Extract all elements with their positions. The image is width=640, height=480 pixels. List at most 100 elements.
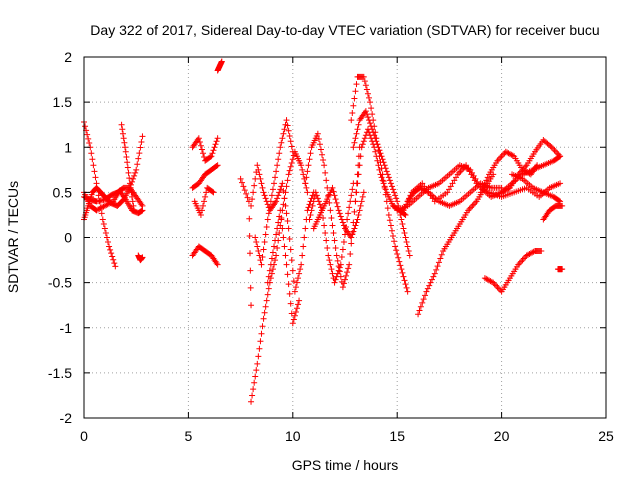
data-point: [82, 123, 89, 130]
data-point: [334, 257, 341, 264]
data-point: [246, 250, 253, 257]
data-point: [557, 153, 564, 160]
data-point: [328, 214, 335, 221]
data-point: [107, 246, 114, 253]
series-arc-ab: [481, 248, 545, 295]
data-point: [333, 252, 340, 259]
data-point: [367, 99, 374, 106]
data-point: [355, 121, 362, 128]
data-point: [346, 261, 353, 268]
data-point: [456, 169, 463, 176]
data-point: [427, 279, 434, 286]
data-point: [218, 58, 225, 65]
y-tick-label: -1.5: [48, 365, 72, 381]
data-point: [105, 239, 112, 246]
data-point: [336, 210, 343, 217]
x-axis-label: GPS time / hours: [292, 457, 399, 473]
data-point: [201, 154, 208, 161]
data-point: [322, 229, 329, 236]
data-point: [419, 299, 426, 306]
data-point: [122, 144, 129, 151]
data-point: [122, 148, 129, 155]
data-point: [363, 86, 370, 93]
data-point: [295, 275, 302, 282]
data-point: [317, 146, 324, 153]
data-point: [321, 162, 328, 169]
data-point: [453, 174, 460, 181]
data-point: [346, 204, 353, 211]
data-point: [516, 260, 523, 267]
data-point: [480, 183, 487, 190]
data-point: [385, 174, 392, 181]
data-point: [278, 139, 285, 146]
data-point: [103, 234, 110, 241]
data-point: [305, 204, 312, 211]
data-point: [284, 217, 291, 224]
data-point: [275, 219, 282, 226]
data-point: [518, 258, 525, 265]
data-point: [251, 182, 258, 189]
data-point: [327, 207, 334, 214]
data-point: [366, 129, 373, 136]
data-point: [286, 167, 293, 174]
data-point: [398, 266, 405, 273]
data-point: [259, 184, 266, 191]
data-point: [421, 183, 428, 190]
data-point: [139, 207, 146, 214]
data-point: [368, 105, 375, 112]
data-point: [356, 207, 363, 214]
data-point: [202, 193, 209, 200]
data-point: [399, 269, 406, 276]
data-point: [293, 279, 300, 286]
series-arc-k: [214, 58, 225, 74]
data-point: [402, 281, 409, 288]
data-point: [262, 303, 269, 310]
data-point: [200, 150, 207, 157]
data-point: [286, 236, 293, 243]
data-point: [509, 152, 516, 159]
data-point: [283, 183, 290, 190]
data-point: [293, 305, 300, 312]
data-point: [388, 183, 395, 190]
data-point: [551, 147, 558, 154]
data-point: [475, 181, 482, 188]
data-point: [254, 243, 261, 250]
data-point: [364, 90, 371, 97]
data-point: [534, 162, 541, 169]
data-point: [263, 223, 270, 230]
data-point: [88, 150, 95, 157]
data-point: [364, 126, 371, 133]
data-point: [283, 117, 290, 124]
data-point: [339, 219, 346, 226]
data-point: [403, 284, 410, 291]
data-point: [283, 210, 290, 217]
data-point: [483, 177, 490, 184]
data-point: [289, 148, 296, 155]
data-point: [361, 78, 368, 85]
data-point: [351, 139, 358, 146]
data-point: [349, 186, 356, 193]
x-tick-label: 25: [598, 428, 614, 444]
data-point: [214, 261, 221, 268]
data-point: [329, 222, 336, 229]
data-point: [264, 201, 271, 208]
data-point: [381, 162, 388, 169]
data-point: [256, 252, 263, 259]
data-point: [290, 316, 297, 323]
x-tick-label: 0: [80, 428, 88, 444]
data-point: [248, 202, 255, 209]
data-point: [271, 243, 278, 250]
data-point: [326, 257, 333, 264]
data-point: [258, 330, 265, 337]
data-point: [466, 205, 473, 212]
data-point: [332, 196, 339, 203]
y-tick-label: -2: [60, 410, 73, 426]
data-point: [213, 163, 220, 170]
data-point: [552, 148, 559, 155]
data-point: [477, 189, 484, 196]
data-point: [276, 213, 283, 220]
data-point: [277, 186, 284, 193]
data-point: [130, 202, 137, 209]
data-point: [467, 166, 474, 173]
data-point: [305, 162, 312, 169]
